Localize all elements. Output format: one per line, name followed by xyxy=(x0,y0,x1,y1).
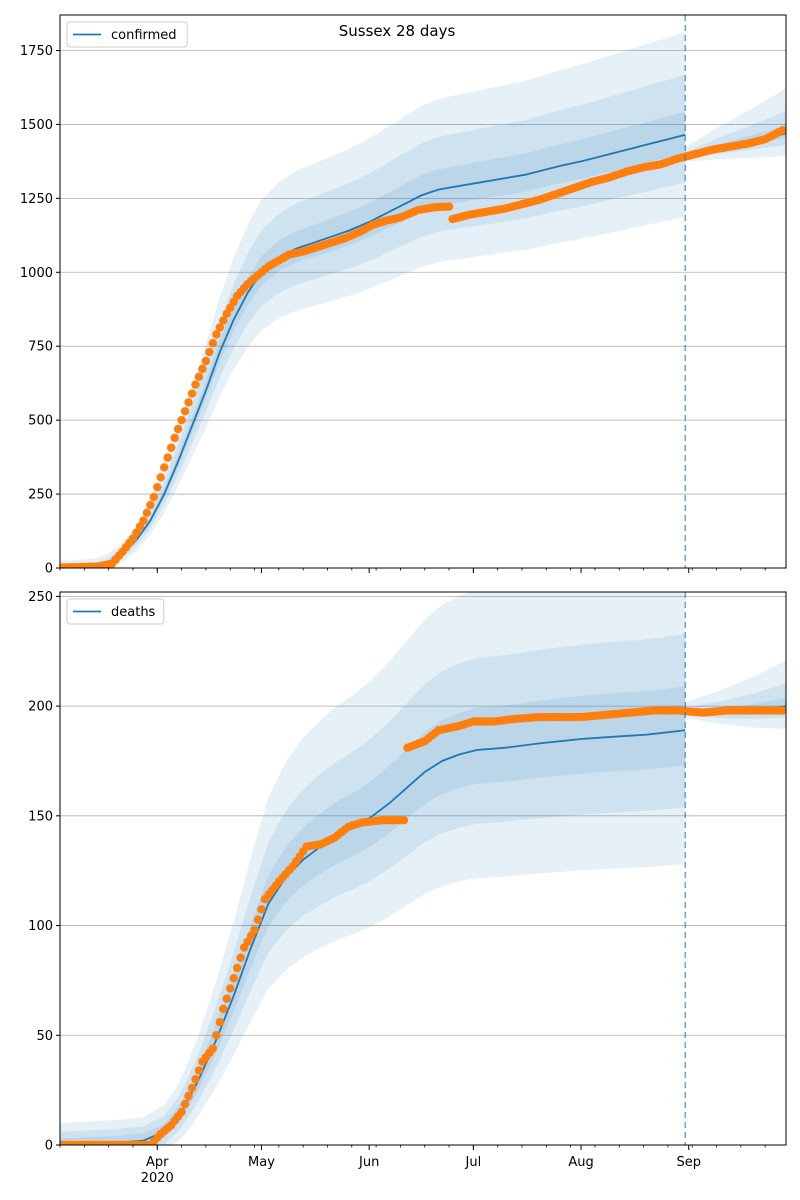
legend-label: confirmed xyxy=(111,28,177,43)
uncertainty-band-1 xyxy=(60,592,686,1145)
observed-point xyxy=(212,1031,221,1040)
observed-point xyxy=(177,415,186,425)
observed-point xyxy=(222,994,231,1003)
legend: deaths xyxy=(66,598,165,625)
observed-point xyxy=(149,492,158,502)
observed-point xyxy=(219,1004,228,1014)
observed-point xyxy=(170,433,179,443)
y-tick-label: 1000 xyxy=(20,266,53,281)
observed-point xyxy=(778,706,786,715)
axes-frame xyxy=(59,591,787,1146)
observed-point xyxy=(173,424,183,434)
observed-point xyxy=(180,1099,190,1109)
legend: confirmed xyxy=(66,21,188,48)
uncertainty-band-2 xyxy=(60,74,686,568)
y-tick-label: 1500 xyxy=(20,118,53,133)
observed-point xyxy=(399,816,409,825)
observed-point xyxy=(229,974,238,983)
x-tick-label: Jul xyxy=(465,1155,482,1170)
y-tick-label: 0 xyxy=(45,562,53,577)
x-tick-label: Jun xyxy=(358,1155,379,1170)
y-tick-label: 0 xyxy=(45,1139,53,1154)
observed-point xyxy=(778,126,786,135)
observed-point xyxy=(177,1107,186,1117)
observed-point xyxy=(146,500,155,510)
x-tick-label: Aug xyxy=(568,1155,593,1170)
axes-frame xyxy=(59,14,787,569)
observed-point xyxy=(194,372,204,381)
observed-point xyxy=(219,316,228,325)
x-tick-sublabel: 2020 xyxy=(141,1171,174,1186)
observed-point xyxy=(208,1044,218,1053)
uncertainty-band-3 xyxy=(60,111,686,568)
uncertainty-band-2 xyxy=(60,634,686,1145)
y-tick-label: 200 xyxy=(28,700,53,715)
observed-point xyxy=(253,915,263,924)
observed-point xyxy=(257,905,266,914)
observed-point xyxy=(201,356,211,366)
x-tick-label: Sep xyxy=(676,1155,701,1170)
observed-point xyxy=(198,364,207,374)
observed-point xyxy=(250,925,259,935)
y-tick-label: 100 xyxy=(28,919,53,934)
y-tick-label: 500 xyxy=(28,414,53,429)
legend-label: deaths xyxy=(111,605,156,620)
y-tick-label: 250 xyxy=(28,590,53,605)
y-tick-label: 150 xyxy=(28,809,53,824)
observed-point xyxy=(180,407,190,416)
uncertainty-band-1 xyxy=(60,32,686,568)
observed-point xyxy=(215,323,224,332)
observed-point xyxy=(187,389,197,398)
observed-point xyxy=(160,463,169,472)
y-tick-label: 1250 xyxy=(20,192,53,207)
observed-point xyxy=(191,1074,200,1084)
observed-point xyxy=(232,963,242,973)
observed-point xyxy=(205,347,214,357)
observed-point xyxy=(184,398,193,407)
observed-point xyxy=(191,380,200,389)
observed-point xyxy=(226,984,235,993)
x-tick-label: May xyxy=(248,1155,275,1170)
confirmed-line xyxy=(60,133,686,568)
observed-point xyxy=(194,1066,204,1075)
observed-point xyxy=(215,1017,224,1027)
y-tick-label: 250 xyxy=(28,488,53,503)
observed-point xyxy=(236,953,245,962)
observed-point xyxy=(153,482,162,492)
figure-title: Sussex 28 days xyxy=(339,22,456,40)
observed-point xyxy=(166,443,176,452)
observed-point xyxy=(163,453,172,462)
observed-point xyxy=(142,508,152,517)
observed-point xyxy=(208,339,218,348)
confirmed-panel: 0 250 500 750 1000 1250 1500 1750 confirmed xyxy=(20,14,787,577)
observed-point xyxy=(212,330,221,339)
observed-point xyxy=(184,1091,193,1101)
observed-point xyxy=(187,1083,197,1093)
x-tick-label: Apr xyxy=(146,1155,169,1170)
y-tick-label: 750 xyxy=(28,340,53,355)
y-tick-label: 50 xyxy=(36,1029,53,1044)
observed-point xyxy=(139,516,148,525)
uncertainty-band-3 xyxy=(60,686,686,1145)
observed-point xyxy=(156,473,165,482)
observed-point xyxy=(444,202,454,211)
y-tick-label: 1750 xyxy=(20,44,53,59)
